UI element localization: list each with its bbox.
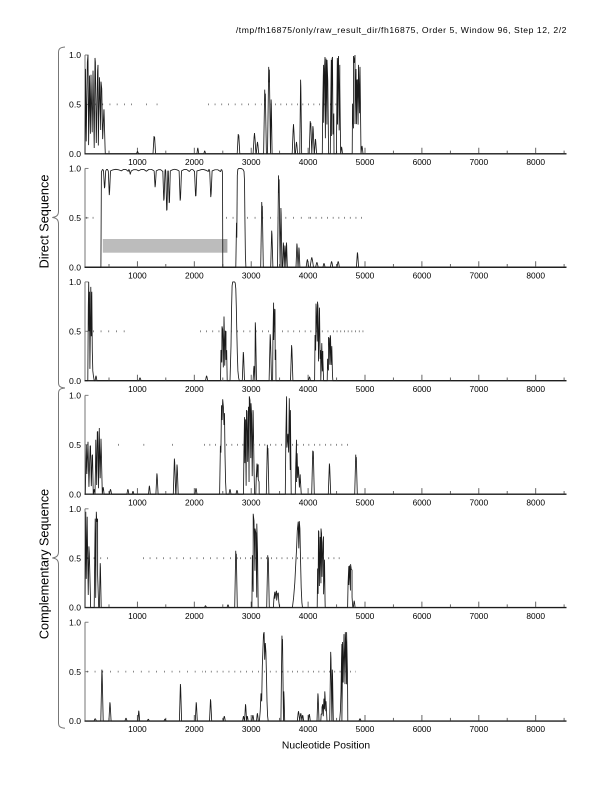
svg-text:3000: 3000 xyxy=(242,384,261,394)
svg-text:4000: 4000 xyxy=(299,497,318,507)
svg-text:1.0: 1.0 xyxy=(69,504,81,514)
svg-text:3000: 3000 xyxy=(242,497,261,507)
svg-text:4000: 4000 xyxy=(299,270,318,280)
svg-text:5000: 5000 xyxy=(356,724,375,734)
svg-text:6000: 6000 xyxy=(413,611,432,621)
svg-text:8000: 8000 xyxy=(526,497,545,507)
svg-text:8000: 8000 xyxy=(526,270,545,280)
svg-text:1.0: 1.0 xyxy=(69,277,81,287)
svg-text:2000: 2000 xyxy=(185,724,204,734)
svg-text:4000: 4000 xyxy=(299,384,318,394)
svg-text:7000: 7000 xyxy=(469,270,488,280)
svg-text:0.0: 0.0 xyxy=(69,489,81,499)
svg-text:2000: 2000 xyxy=(185,384,204,394)
svg-text:0.5: 0.5 xyxy=(69,667,81,677)
svg-text:2000: 2000 xyxy=(185,497,204,507)
svg-text:1.0: 1.0 xyxy=(69,164,81,174)
svg-text:1.0: 1.0 xyxy=(69,391,81,401)
svg-text:8000: 8000 xyxy=(526,611,545,621)
svg-text:0.0: 0.0 xyxy=(69,716,81,726)
svg-text:7000: 7000 xyxy=(469,157,488,167)
svg-text:1.0: 1.0 xyxy=(69,617,81,627)
svg-text:8000: 8000 xyxy=(526,384,545,394)
svg-text:7000: 7000 xyxy=(469,724,488,734)
svg-text:3000: 3000 xyxy=(242,270,261,280)
svg-text:0.5: 0.5 xyxy=(69,213,81,223)
svg-text:2000: 2000 xyxy=(185,611,204,621)
svg-text:Nucleotide Position: Nucleotide Position xyxy=(282,741,370,752)
svg-text:0.5: 0.5 xyxy=(69,326,81,336)
svg-text:3000: 3000 xyxy=(242,157,261,167)
svg-text:6000: 6000 xyxy=(413,724,432,734)
svg-text:0.0: 0.0 xyxy=(69,376,81,386)
svg-text:5000: 5000 xyxy=(356,384,375,394)
svg-text:5000: 5000 xyxy=(356,157,375,167)
svg-text:1000: 1000 xyxy=(128,611,147,621)
svg-text:5000: 5000 xyxy=(356,497,375,507)
svg-text:/tmp/fh16875/only/raw_result_d: /tmp/fh16875/only/raw_result_dir/fh16875… xyxy=(236,25,567,35)
svg-text:4000: 4000 xyxy=(299,157,318,167)
svg-text:7000: 7000 xyxy=(469,611,488,621)
svg-text:1000: 1000 xyxy=(128,270,147,280)
svg-text:7000: 7000 xyxy=(469,497,488,507)
svg-text:4000: 4000 xyxy=(299,724,318,734)
svg-text:0.0: 0.0 xyxy=(69,262,81,272)
svg-text:2000: 2000 xyxy=(185,157,204,167)
svg-text:Direct Sequence: Direct Sequence xyxy=(38,175,52,269)
svg-text:6000: 6000 xyxy=(413,157,432,167)
svg-text:5000: 5000 xyxy=(356,611,375,621)
svg-text:0.5: 0.5 xyxy=(69,440,81,450)
svg-text:1000: 1000 xyxy=(128,157,147,167)
svg-text:1000: 1000 xyxy=(128,384,147,394)
svg-text:3000: 3000 xyxy=(242,724,261,734)
svg-text:0.5: 0.5 xyxy=(69,553,81,563)
svg-text:5000: 5000 xyxy=(356,270,375,280)
svg-text:Complementary Sequence: Complementary Sequence xyxy=(38,489,52,639)
svg-text:6000: 6000 xyxy=(413,384,432,394)
svg-text:3000: 3000 xyxy=(242,611,261,621)
svg-text:1000: 1000 xyxy=(128,724,147,734)
svg-text:7000: 7000 xyxy=(469,384,488,394)
svg-text:4000: 4000 xyxy=(299,611,318,621)
svg-text:8000: 8000 xyxy=(526,724,545,734)
svg-text:0.0: 0.0 xyxy=(69,149,81,159)
svg-text:8000: 8000 xyxy=(526,157,545,167)
svg-text:6000: 6000 xyxy=(413,497,432,507)
svg-text:2000: 2000 xyxy=(185,270,204,280)
svg-text:0.5: 0.5 xyxy=(69,100,81,110)
svg-text:0.0: 0.0 xyxy=(69,603,81,613)
svg-text:6000: 6000 xyxy=(413,270,432,280)
svg-text:1000: 1000 xyxy=(128,497,147,507)
svg-text:1.0: 1.0 xyxy=(69,50,81,60)
